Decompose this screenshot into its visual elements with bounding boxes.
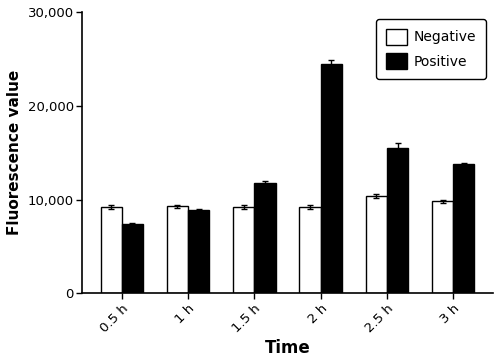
Bar: [188, 210, 210, 293]
Bar: [387, 148, 408, 293]
X-axis label: Time: Time: [264, 339, 310, 357]
Bar: [432, 201, 454, 293]
Legend: Negative, Positive: Negative, Positive: [376, 19, 486, 79]
Bar: [122, 224, 143, 293]
Y-axis label: Fluorescence value: Fluorescence value: [7, 70, 22, 235]
Bar: [167, 206, 188, 293]
Bar: [254, 183, 276, 293]
Bar: [233, 207, 254, 293]
Bar: [100, 207, 121, 293]
Bar: [454, 164, 474, 293]
Bar: [300, 207, 320, 293]
Bar: [320, 64, 342, 293]
Bar: [366, 196, 387, 293]
